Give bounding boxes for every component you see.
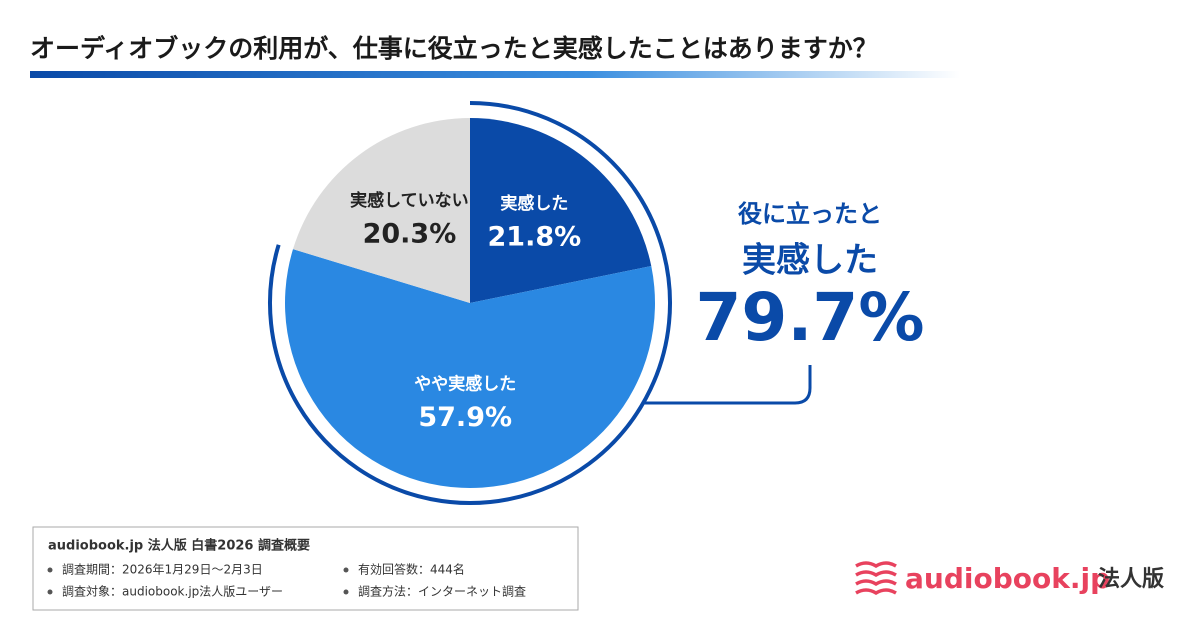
logo-icon bbox=[855, 561, 897, 596]
bullet bbox=[47, 589, 53, 595]
slice-label: やや実感した bbox=[414, 374, 516, 395]
callout-line: 役に立ったと bbox=[738, 200, 882, 228]
survey-item: 調査対象：audiobook.jp法人版ユーザー bbox=[62, 585, 283, 599]
logo-name: audiobook.jp bbox=[905, 562, 1110, 595]
summary-arc bbox=[268, 101, 672, 505]
callout-value: 79.7% bbox=[696, 279, 925, 356]
callout-line: 実感した bbox=[742, 241, 878, 281]
bullet bbox=[343, 589, 349, 595]
survey-box: audiobook.jp 法人版 白書2026 調査概要 調査期間：2026年1… bbox=[32, 526, 579, 611]
survey-frame bbox=[32, 526, 579, 611]
slice-value: 21.8% bbox=[488, 222, 582, 253]
slice-value: 57.9% bbox=[418, 402, 512, 433]
chart-title: オーディオブックの利用が、仕事に役立ったと実感したことはありますか？ bbox=[30, 34, 878, 63]
pie-slice bbox=[470, 118, 652, 303]
survey-heading: audiobook.jp 法人版 白書2026 調査概要 bbox=[48, 538, 310, 554]
logo-suffix: 法人版 bbox=[1098, 567, 1164, 592]
pie-slice bbox=[285, 249, 655, 489]
slice-label: 実感した bbox=[500, 193, 568, 214]
survey-item: 調査方法：インターネット調査 bbox=[358, 584, 526, 599]
logo: audiobook.jp 法人版 bbox=[855, 561, 1164, 596]
bullet bbox=[343, 567, 349, 573]
survey-item: 調査期間：2026年1月29日〜2月3日 bbox=[62, 563, 263, 577]
pie-slice bbox=[293, 118, 470, 303]
bullet bbox=[47, 567, 53, 573]
slice-value: 20.3% bbox=[363, 219, 457, 250]
title-underline bbox=[30, 71, 960, 78]
callout-connector bbox=[643, 365, 812, 405]
survey-item: 有効回答数：444名 bbox=[358, 562, 465, 577]
slice-label: 実感していない bbox=[350, 190, 469, 211]
pie: 実感した 21.8% やや実感した 57.9% 実感していない 20.3% bbox=[268, 101, 812, 505]
callout: 役に立ったと 実感した 79.7% bbox=[696, 200, 925, 356]
